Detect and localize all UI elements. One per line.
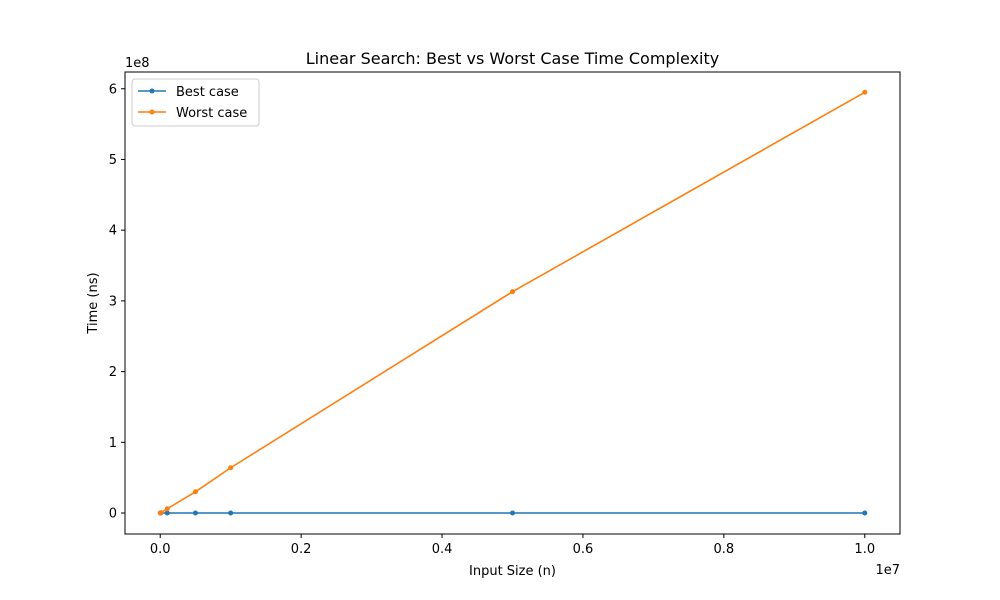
data-point-worst-case xyxy=(164,506,170,512)
data-point-worst-case xyxy=(510,289,515,295)
x-tick-label: 0.4 xyxy=(432,542,453,557)
data-point-worst-case xyxy=(192,489,198,495)
data-point-best-case xyxy=(164,510,170,516)
data-point-best-case xyxy=(862,510,868,516)
axes-frame xyxy=(124,71,901,535)
legend-marker-best-case xyxy=(149,88,155,94)
x-tick-label: 0.2 xyxy=(291,542,312,557)
legend-marker-worst-case xyxy=(149,109,155,115)
y-offset-text: 1e8 xyxy=(125,56,150,71)
y-axis-ticks: 0 1 2 3 4 5 6 xyxy=(109,82,125,522)
data-point-worst-case xyxy=(228,465,234,471)
data-point-best-case xyxy=(510,510,515,516)
data-point-worst-case xyxy=(158,510,164,516)
chart-title: Linear Search: Best vs Worst Case Time C… xyxy=(306,49,719,68)
legend: Best case Worst case xyxy=(131,78,260,127)
legend-label-worst-case: Worst case xyxy=(176,106,247,121)
y-tick-label: 5 xyxy=(109,153,117,168)
y-tick-label: 2 xyxy=(109,365,117,380)
legend-label-best-case: Best case xyxy=(176,85,239,100)
data-point-worst-case xyxy=(862,89,868,95)
x-tick-label: 0.8 xyxy=(714,542,735,557)
y-tick-label: 6 xyxy=(109,82,117,97)
x-offset-text: 1e7 xyxy=(875,563,900,578)
series-layer xyxy=(157,89,868,516)
x-tick-label: 1.0 xyxy=(854,542,875,557)
x-axis-label: Input Size (n) xyxy=(469,564,556,579)
data-point-best-case xyxy=(192,510,198,516)
y-tick-label: 3 xyxy=(109,294,117,309)
y-tick-label: 1 xyxy=(109,436,117,451)
y-tick-label: 4 xyxy=(109,224,117,239)
x-tick-label: 0.6 xyxy=(573,542,594,557)
y-tick-label: 0 xyxy=(109,507,117,522)
data-point-best-case xyxy=(228,510,234,516)
plot-area xyxy=(125,72,900,534)
x-tick-label: 0.0 xyxy=(150,542,171,557)
y-axis-label: Time (ns) xyxy=(86,272,101,334)
x-axis-ticks: 0.0 0.2 0.4 0.6 0.8 1.0 xyxy=(150,534,875,557)
